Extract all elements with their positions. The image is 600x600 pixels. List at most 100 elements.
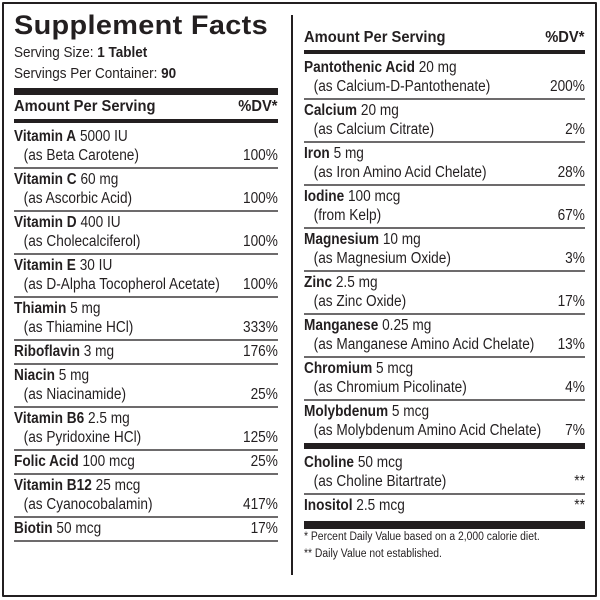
nutrient-row: Niacin 5 mg (as Niacinamide) 25%	[14, 365, 278, 408]
nutrient-source: (as Calcium-D-Pantothenate)	[313, 78, 491, 95]
column-header: Amount Per Serving %DV*	[14, 95, 278, 119]
servings-per-container-value: 90	[161, 65, 177, 82]
footnote-not-established: ** Daily Value not established.	[304, 548, 442, 560]
nutrient-amount: 20 mg	[360, 102, 399, 119]
nutrient-source: (as Choline Bitartrate)	[313, 473, 447, 490]
nutrient-name-amount: Choline 50 mcg	[304, 454, 403, 472]
nutrient-name-amount: Vitamin E 30 IU	[14, 257, 112, 275]
nutrient-source: (as Beta Carotene)	[23, 147, 139, 164]
nutrient-row: Zinc 2.5 mg (as Zinc Oxide) 17%	[304, 272, 585, 315]
nutrient-name-amount: Molybdenum 5 mcg	[304, 403, 429, 421]
header-rule	[14, 119, 278, 123]
nutrient-row: Manganese 0.25 mg (as Manganese Amino Aci…	[304, 315, 585, 358]
serving-size-value: 1 Tablet	[97, 44, 148, 61]
thick-rule	[304, 443, 585, 449]
nutrient-row: Folic Acid 100 mcg 25%	[14, 451, 278, 475]
nutrient-name-amount: Chromium 5 mcg	[304, 360, 413, 378]
nutrient-amount: 3 mg	[83, 343, 115, 360]
nutrient-source: (as Cholecalciferol)	[23, 233, 141, 250]
nutrient-amount: 60 mg	[80, 171, 119, 188]
nutrient-amount: 2.5 mg	[88, 410, 130, 427]
nutrient-name-amount: Magnesium 10 mg	[304, 231, 421, 249]
nutrient-row: Vitamin B12 25 mcg (as Cyanocobalamin) 417…	[14, 475, 278, 518]
nutrient-name: Calcium	[304, 102, 358, 119]
nutrient-name: Iodine	[304, 188, 345, 205]
daily-value-percent: 25%	[250, 386, 278, 403]
nutrient-name-amount: Biotin 50 mcg	[14, 520, 101, 538]
nutrient-amount: 20 mg	[418, 59, 457, 76]
nutrient-source: (as Zinc Oxide)	[313, 293, 407, 310]
nutrient-row: Vitamin E 30 IU (as D-Alpha Tocopherol Ac…	[14, 255, 278, 298]
daily-value-percent: **	[574, 473, 585, 490]
nutrient-list: Pantothenic Acid 20 mg (as Calcium-D-Pant…	[304, 57, 585, 442]
nutrient-name-amount: Zinc 2.5 mg	[304, 274, 378, 292]
right-column: Amount Per Serving %DV* Pantothenic Acid…	[304, 26, 585, 563]
nutrient-name: Molybdenum	[304, 403, 389, 420]
nutrient-name-amount: Manganese 0.25 mg	[304, 317, 431, 335]
nutrient-source: (as Ascorbic Acid)	[23, 190, 133, 207]
thick-rule	[14, 88, 278, 95]
nutrient-amount: 2.5 mg	[335, 274, 378, 291]
daily-value-percent: 25%	[250, 453, 278, 470]
left-column: Supplement Facts Serving Size: 1 Tablet …	[14, 8, 278, 542]
nutrient-amount: 10 mg	[382, 231, 421, 248]
nutrient-name-amount: Thiamin 5 mg	[14, 300, 100, 318]
nutrient-row: Calcium 20 mg (as Calcium Citrate) 2%	[304, 100, 585, 143]
nutrient-name: Thiamin	[14, 300, 67, 317]
nutrient-name-amount: Pantothenic Acid 20 mg	[304, 59, 457, 77]
nutrient-row: Inositol 2.5 mcg **	[304, 495, 585, 517]
nutrient-amount: 5 mg	[58, 367, 90, 384]
nutrient-name-amount: Iron 5 mg	[304, 145, 364, 163]
nutrient-amount: 5 mcg	[391, 403, 430, 420]
nutrient-source: (as D-Alpha Tocopherol Acetate)	[23, 276, 220, 293]
nutrient-name-amount: Calcium 20 mg	[304, 102, 399, 120]
serving-size: Serving Size: 1 Tablet	[14, 42, 252, 63]
daily-value-percent: 17%	[250, 520, 278, 537]
nutrient-amount: 5 mg	[70, 300, 101, 317]
serving-size-label: Serving Size:	[14, 44, 94, 61]
daily-value-percent: 200%	[550, 78, 585, 95]
nutrient-list: Vitamin A 5000 IU (as Beta Carotene) 100% V…	[14, 126, 278, 542]
nutrient-row: Iron 5 mg (as Iron Amino Acid Chelate) 28%	[304, 143, 585, 186]
nutrient-name: Vitamin E	[14, 257, 76, 274]
nutrient-name: Folic Acid	[14, 453, 79, 470]
nutrient-source: (as Thiamine HCl)	[23, 319, 134, 336]
nutrient-name: Vitamin A	[14, 128, 77, 145]
nutrient-row: Vitamin C 60 mg (as Ascorbic Acid) 100%	[14, 169, 278, 212]
column-divider	[291, 15, 293, 575]
nutrient-row: Molybdenum 5 mcg (as Molybdenum Amino Aci…	[304, 401, 585, 442]
daily-value-percent: 100%	[243, 233, 278, 250]
nutrient-name: Riboflavin	[14, 343, 80, 360]
nutrient-name: Vitamin B6	[14, 410, 85, 427]
nutrient-row: Riboflavin 3 mg 176%	[14, 341, 278, 365]
nutrient-source: (as Calcium Citrate)	[313, 121, 435, 138]
nutrient-amount: 5 mg	[333, 145, 364, 162]
nutrient-amount: 50 mcg	[56, 520, 102, 537]
footnote-dv: * Percent Daily Value based on a 2,000 c…	[304, 531, 540, 543]
daily-value-percent: 100%	[243, 276, 278, 293]
nutrient-name-amount: Vitamin D 400 IU	[14, 214, 121, 232]
nutrient-row: Biotin 50 mcg 17%	[14, 518, 278, 542]
nutrient-amount: 30 IU	[79, 257, 113, 274]
nutrient-name: Vitamin D	[14, 214, 77, 231]
daily-value-percent: 333%	[243, 319, 278, 336]
servings-per-container: Servings Per Container: 90	[14, 63, 252, 84]
nutrient-amount: 50 mcg	[357, 454, 403, 471]
nutrient-name-amount: Vitamin C 60 mg	[14, 171, 118, 189]
nutrient-source: (as Molybdenum Amino Acid Chelate)	[313, 422, 542, 439]
nutrient-name-amount: Niacin 5 mg	[14, 367, 89, 385]
nutrient-amount: 100 mcg	[82, 453, 135, 470]
nutrient-name: Biotin	[14, 520, 53, 537]
nutrient-name-amount: Inositol 2.5 mcg	[304, 497, 405, 515]
nutrient-row: Choline 50 mcg (as Choline Bitartrate) **	[304, 452, 585, 495]
daily-value-percent: 67%	[557, 207, 585, 224]
nutrient-amount: 100 mcg	[347, 188, 401, 205]
nutrient-amount: 5 mcg	[375, 360, 414, 377]
daily-value-percent: **	[574, 497, 585, 514]
nutrient-name: Vitamin C	[14, 171, 77, 188]
nutrient-name: Zinc	[304, 274, 333, 291]
nutrient-name: Vitamin B12	[14, 477, 92, 494]
daily-value-percent: 3%	[565, 250, 585, 267]
nutrient-source: (as Cyanocobalamin)	[23, 496, 153, 513]
